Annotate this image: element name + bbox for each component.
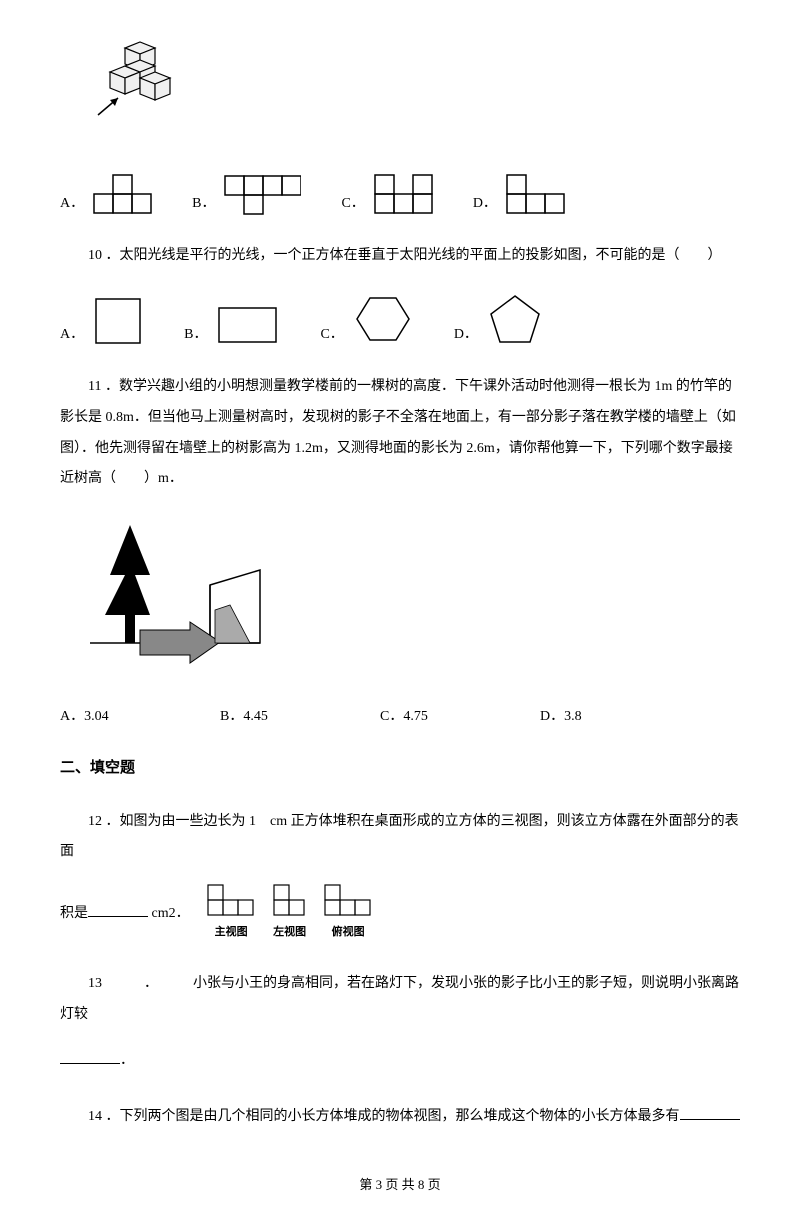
q12-prefix: 积是	[60, 906, 88, 921]
q14-text: 14 ．下列两个图是由几个相同的小长方体堆成的物体视图，那么堆成这个物体的小长方…	[60, 1102, 740, 1133]
top-view-icon	[323, 883, 373, 918]
q10-text: 10 ．太阳光线是平行的光线，一个正方体在垂直于太阳光线的平面上的投影如图，不可…	[60, 241, 740, 272]
q12-text-line2: 积是 cm2． 主视图 左视图	[60, 883, 740, 944]
q12-unit: cm2．	[152, 906, 190, 921]
option-label: D．	[473, 191, 497, 216]
option-label: C．	[320, 322, 343, 347]
q9-option-c[interactable]: C．	[341, 174, 432, 216]
left-view-icon	[272, 883, 307, 918]
q14-blank[interactable]	[680, 1106, 740, 1120]
q11-answers: A．3.04 B．4.45 C．4.75 D．3.8	[60, 704, 740, 729]
option-label: C．	[341, 191, 364, 216]
q10-option-b[interactable]: B．	[184, 302, 280, 347]
q11-option-a[interactable]: A．3.04	[60, 704, 220, 729]
hexagon-icon	[352, 292, 414, 347]
page-footer: 第 3 页 共 8 页	[60, 1173, 740, 1196]
rectangle-icon	[215, 302, 280, 347]
q10-option-c[interactable]: C．	[320, 292, 413, 347]
q11-option-d[interactable]: D．3.8	[540, 704, 700, 729]
q12-text-line1: 12 ．如图为由一些边长为 1 cm 正方体堆积在桌面形成的立方体的三视图，则该…	[60, 807, 740, 869]
top-view-label: 俯视图	[332, 920, 365, 944]
option-label: B．	[192, 191, 215, 216]
q13-line2: ．	[60, 1046, 740, 1077]
q11-option-b[interactable]: B．4.45	[220, 704, 380, 729]
q13-period: ．	[120, 1053, 134, 1068]
q9-option-d[interactable]: D．	[473, 174, 565, 216]
q10-option-a[interactable]: A．	[60, 295, 144, 347]
q9-options: A． B． C．	[60, 174, 740, 216]
q9-option-b[interactable]: B．	[192, 174, 301, 216]
q10-option-d[interactable]: D．	[454, 292, 544, 347]
section-2-header: 二、填空题	[60, 755, 740, 782]
q10-options: A． B． C． D．	[60, 292, 740, 347]
q9-option-a[interactable]: A．	[60, 174, 152, 216]
front-view-icon	[206, 883, 256, 918]
option-label: A．	[60, 191, 84, 216]
q9-shape-c	[373, 174, 433, 216]
q12-blank[interactable]	[88, 903, 148, 917]
q11-text: 11 ．数学兴趣小组的小明想测量教学楼前的一棵树的高度．下午课外活动时他测得一根…	[60, 372, 740, 495]
option-label: D．	[454, 322, 478, 347]
q9-cube-figure	[90, 40, 180, 134]
front-view-label: 主视图	[215, 920, 248, 944]
pentagon-icon	[486, 292, 544, 347]
option-label: B．	[184, 322, 207, 347]
left-view-label: 左视图	[273, 920, 306, 944]
q9-shape-b	[223, 174, 301, 216]
q13-text: 13 ． 小张与小王的身高相同，若在路灯下，发现小张的影子比小王的影子短，则说明…	[60, 969, 740, 1031]
q11-option-c[interactable]: C．4.75	[380, 704, 540, 729]
q12-three-views: 主视图 左视图 俯视图	[198, 883, 381, 944]
q13-blank[interactable]	[60, 1050, 120, 1064]
q9-shape-a	[92, 174, 152, 216]
q9-shape-d	[505, 174, 565, 216]
q11-figure	[80, 515, 740, 684]
square-icon	[92, 295, 144, 347]
option-label: A．	[60, 322, 84, 347]
q14-content: 14 ．下列两个图是由几个相同的小长方体堆成的物体视图，那么堆成这个物体的小长方…	[88, 1109, 680, 1124]
